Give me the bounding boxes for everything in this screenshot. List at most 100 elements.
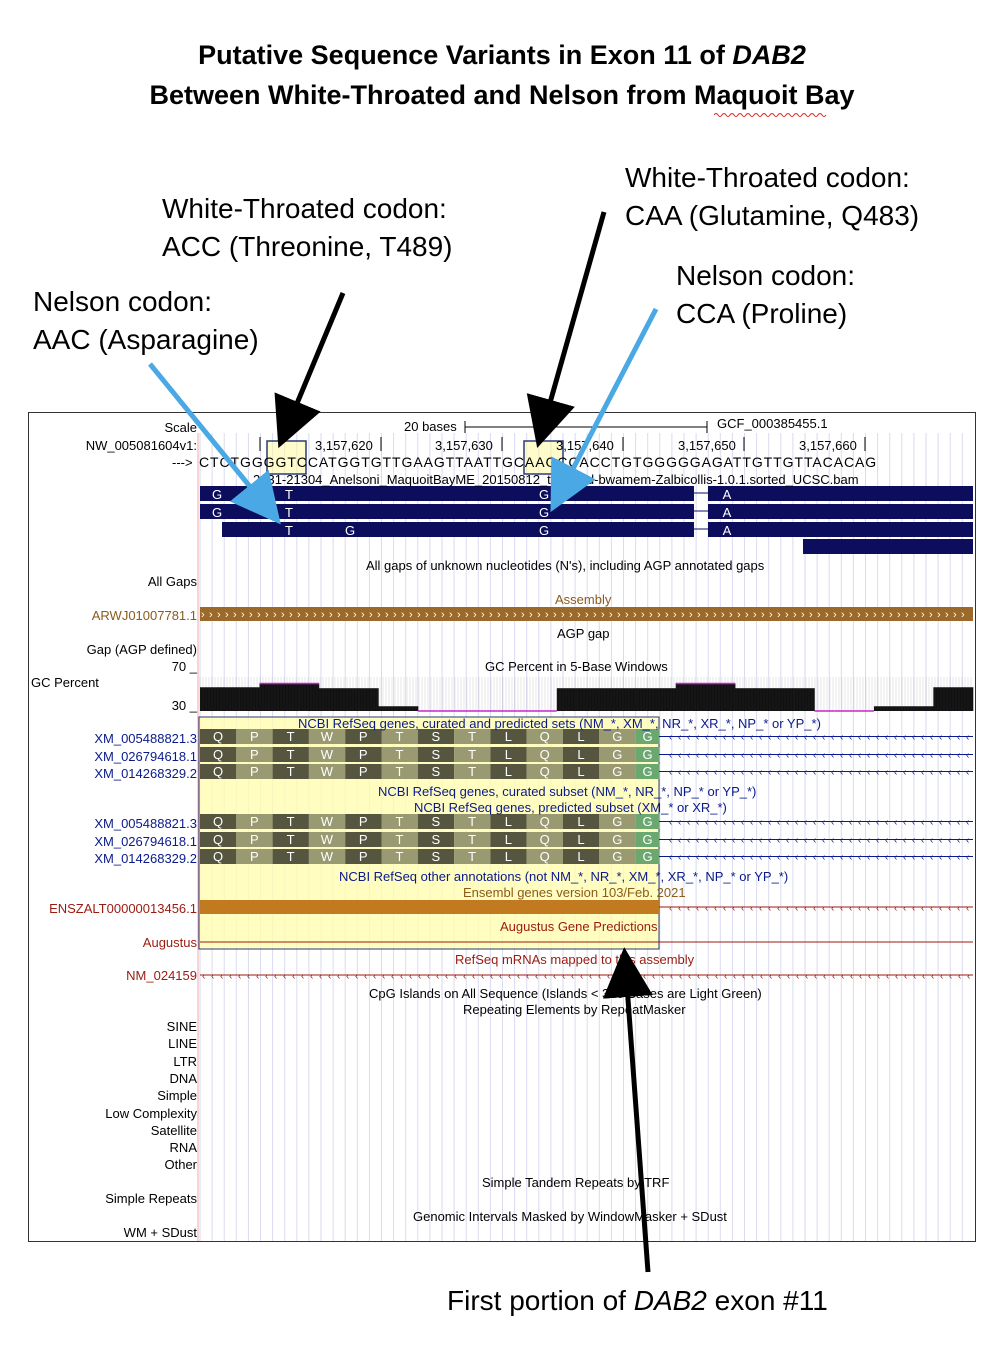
svg-text:‹: ‹: [849, 767, 852, 778]
svg-text:‹: ‹: [687, 835, 690, 846]
aa-cell: [381, 747, 418, 762]
refseq-curated-title: NCBI RefSeq genes, curated subset (NM_*,…: [378, 784, 757, 799]
aa-cell: [417, 764, 455, 779]
gc-bar-18: [556, 688, 577, 711]
svg-text:›: ›: [529, 609, 533, 621]
svg-text:‹: ‹: [750, 767, 753, 778]
svg-text:‹: ‹: [517, 971, 520, 982]
svg-text:‹: ‹: [885, 767, 888, 778]
svg-text:›: ›: [513, 609, 517, 621]
svg-text:‹: ‹: [858, 903, 861, 914]
svg-text:‹: ‹: [750, 835, 753, 846]
svg-text:‹: ‹: [759, 750, 762, 761]
aa-cell: [454, 764, 491, 779]
gc-bar-21: [616, 688, 637, 711]
svg-text:‹: ‹: [795, 732, 798, 743]
svg-text:‹: ‹: [544, 971, 547, 982]
aa-letter: P: [359, 729, 368, 744]
position-1: 3,157,620: [315, 438, 373, 453]
svg-text:‹: ‹: [418, 971, 421, 982]
svg-text:‹: ‹: [948, 852, 951, 863]
svg-text:‹: ‹: [795, 903, 798, 914]
read-base-2-0: G: [212, 505, 222, 520]
svg-text:›: ›: [393, 609, 397, 621]
gaps-track-title: All gaps of unknown nucleotides (N's), i…: [366, 558, 765, 573]
svg-text:›: ›: [217, 609, 221, 621]
svg-text:‹: ‹: [921, 903, 924, 914]
aa-letter: T: [396, 832, 404, 847]
aa-letter: W: [321, 832, 334, 847]
chrom-label: NW_005081604v1:: [85, 438, 197, 453]
position-4: 3,157,650: [678, 438, 736, 453]
svg-text:‹: ‹: [903, 767, 906, 778]
svg-text:‹: ‹: [706, 971, 709, 982]
aa-letter: G: [643, 764, 653, 779]
svg-text:‹: ‹: [966, 835, 969, 846]
svg-text:‹: ‹: [831, 817, 834, 828]
aa-cell: [417, 832, 455, 847]
svg-text:‹: ‹: [912, 903, 915, 914]
svg-text:‹: ‹: [364, 971, 367, 982]
gc-bar-36: [913, 706, 934, 711]
svg-text:‹: ‹: [885, 903, 888, 914]
windowmasker-title: Genomic Intervals Masked by WindowMasker…: [413, 1209, 727, 1224]
svg-text:›: ›: [545, 609, 549, 621]
svg-text:‹: ‹: [939, 732, 942, 743]
svg-text:›: ›: [249, 609, 253, 621]
svg-text:‹: ‹: [858, 767, 861, 778]
gc-bar-5: [299, 683, 320, 711]
aa-cell: [563, 747, 600, 762]
svg-text:‹: ‹: [930, 817, 933, 828]
aa-letter: P: [250, 764, 259, 779]
aa-letter: T: [468, 849, 476, 864]
aa-cell: [308, 729, 346, 744]
svg-text:›: ›: [489, 609, 493, 621]
svg-text:›: ›: [593, 609, 597, 621]
svg-text:›: ›: [713, 609, 717, 621]
gc-bar-28: [754, 688, 776, 711]
svg-text:‹: ‹: [526, 971, 529, 982]
svg-text:‹: ‹: [894, 817, 897, 828]
aa-letter: S: [431, 814, 440, 829]
svg-text:‹: ‹: [831, 750, 834, 761]
svg-text:‹: ‹: [696, 852, 699, 863]
aa-cell: [526, 849, 563, 864]
aa-letter: L: [505, 747, 512, 762]
svg-text:‹: ‹: [759, 767, 762, 778]
transcript-label-4: XM_005488821.3: [94, 816, 197, 831]
read-base-1-3: A: [723, 487, 732, 502]
svg-text:‹: ‹: [948, 732, 951, 743]
repeat-class-label: RNA: [169, 1140, 197, 1156]
svg-text:‹: ‹: [678, 767, 681, 778]
svg-text:‹: ‹: [886, 971, 889, 982]
svg-text:›: ›: [681, 609, 685, 621]
svg-text:‹: ‹: [508, 971, 511, 982]
svg-text:‹: ‹: [742, 971, 745, 982]
gc-bar-19: [576, 688, 597, 711]
refseq-predicted-title: NCBI RefSeq genes, predicted subset (XM_…: [414, 800, 727, 815]
svg-text:‹: ‹: [265, 971, 268, 982]
svg-text:‹: ‹: [967, 971, 970, 982]
svg-text:‹: ‹: [319, 971, 322, 982]
svg-text:‹: ‹: [778, 971, 781, 982]
gc-bar-7: [338, 688, 359, 711]
svg-text:‹: ‹: [840, 835, 843, 846]
aa-cell: [236, 729, 273, 744]
ensembl-bar: [200, 900, 659, 914]
svg-text:‹: ‹: [876, 903, 879, 914]
svg-text:‹: ‹: [732, 750, 735, 761]
svg-text:‹: ‹: [202, 971, 205, 982]
strand-arrow: --->: [172, 455, 193, 470]
aa-letter: G: [612, 729, 622, 744]
svg-text:‹: ‹: [310, 971, 313, 982]
repeat-class-label: Simple: [157, 1088, 197, 1104]
svg-text:‹: ‹: [715, 971, 718, 982]
svg-text:‹: ‹: [813, 750, 816, 761]
aa-cell: [272, 849, 309, 864]
augustus-title: Augustus Gene Predictions: [500, 919, 658, 934]
svg-text:‹: ‹: [741, 903, 744, 914]
aa-letter: T: [287, 747, 295, 762]
aa-letter: G: [643, 832, 653, 847]
svg-text:‹: ‹: [760, 971, 763, 982]
svg-text:‹: ‹: [787, 971, 790, 982]
